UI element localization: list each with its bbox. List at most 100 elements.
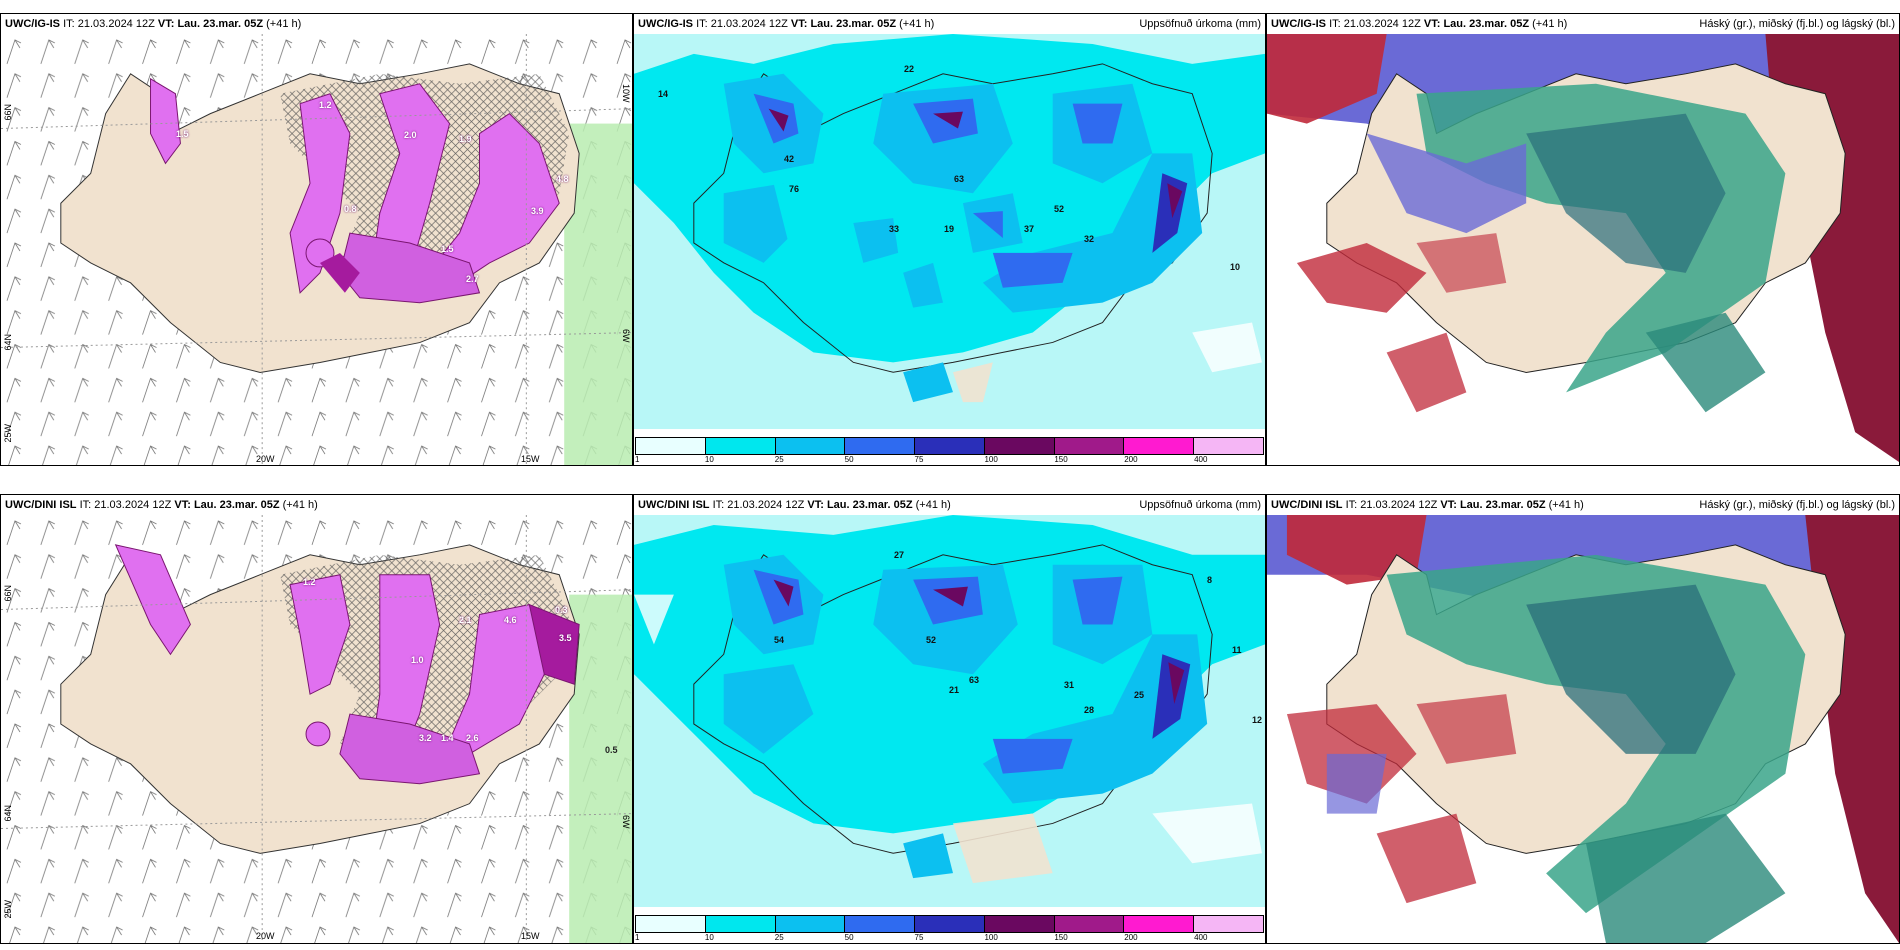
cloud-map-svg (1267, 34, 1899, 465)
legend-swatch (636, 438, 706, 454)
cloud-map (1267, 515, 1899, 943)
legend-label: 1 (635, 455, 640, 464)
lead-time: (+41 h) (1548, 499, 1584, 511)
precip-panel-bottom: UWC/DINI ISL IT: 21.03.2024 12Z VT: Lau.… (633, 494, 1266, 944)
lon-tick: 25W (3, 424, 13, 443)
snow-depth-label: 1.0 (411, 655, 424, 665)
snow-depth-label: 0.3 (555, 605, 568, 615)
precip-value: 12 (1252, 715, 1263, 725)
legend-label: 25 (774, 933, 784, 942)
precip-value: 28 (1084, 705, 1095, 715)
precip-value: 25 (1134, 690, 1145, 700)
precip-value: 52 (926, 635, 937, 645)
legend-label: 100 (984, 455, 998, 464)
legend-label: 75 (914, 455, 924, 464)
precip-map: 22 42 76 33 19 63 52 37 32 10 14 (634, 34, 1265, 429)
precip-map-svg (634, 34, 1265, 429)
precip-map: 27 54 52 21 63 31 28 25 11 12 8 (634, 515, 1265, 907)
snow-depth-label: 3.2 (419, 733, 432, 743)
precip-map-svg (634, 515, 1265, 907)
lat-tick: 64N (3, 805, 13, 822)
snow-depth-label: 1.2 (303, 577, 316, 587)
model-name: UWC/IG-IS (638, 18, 693, 30)
lon-tick: 15W (521, 454, 540, 464)
legend-swatch (1054, 916, 1125, 932)
snow-depth-label: 1.2 (319, 100, 332, 110)
snow-wind-panel-top: UWC/IG-IS IT: 21.03.2024 12Z VT: Lau. 23… (0, 13, 633, 466)
precip-value: 52 (1054, 204, 1065, 214)
precip-value: 33 (889, 224, 900, 234)
legend-swatch (775, 438, 846, 454)
legend-swatch (1124, 916, 1195, 932)
init-time: 21.03.2024 12Z (710, 18, 788, 30)
panel-header: UWC/DINI ISL IT: 21.03.2024 12Z VT: Lau.… (1267, 495, 1899, 515)
snow-depth-label: 2.0 (404, 130, 417, 140)
cloud-panel-bottom: UWC/DINI ISL IT: 21.03.2024 12Z VT: Lau.… (1266, 494, 1900, 944)
lead-time: (+41 h) (1532, 18, 1568, 30)
legend-swatch (984, 438, 1055, 454)
legend-label: 10 (704, 455, 714, 464)
model-name: UWC/IG-IS (1271, 18, 1326, 30)
legend-swatch (915, 916, 985, 932)
precip-title: Uppsöfnuð úrkoma (mm) (1139, 18, 1261, 30)
legend-swatch (1194, 438, 1264, 454)
precip-title: Uppsöfnuð úrkoma (mm) (1139, 499, 1261, 511)
precip-value: 32 (1084, 234, 1095, 244)
legend-swatch (1124, 438, 1195, 454)
snow-depth-label: 1.5 (441, 244, 454, 254)
snow-map: 1.2 2.0 1.9 0.8 1.5 2.7 3.9 4.8 1.5 (1, 34, 632, 465)
precip-value: 10 (1230, 262, 1241, 272)
valid-time: Lau. 23.mar. 05Z (1459, 499, 1546, 511)
panel-header: UWC/IG-IS IT: 21.03.2024 12Z VT: Lau. 23… (634, 14, 1265, 34)
legend-label: 50 (844, 455, 854, 464)
precip-value: 63 (954, 174, 965, 184)
snow-depth-label: 3.5 (559, 633, 572, 643)
precip-panel-top: UWC/IG-IS IT: 21.03.2024 12Z VT: Lau. 23… (633, 13, 1266, 466)
legend-label: 150 (1054, 455, 1068, 464)
legend-label: 1 (635, 933, 640, 942)
snow-depth-label: 2.6 (466, 733, 479, 743)
init-time: 21.03.2024 12Z (94, 499, 172, 511)
model-name: UWC/DINI ISL (5, 499, 77, 511)
precip-value: 42 (784, 154, 795, 164)
precip-value: 22 (904, 64, 915, 74)
valid-time: Lau. 23.mar. 05Z (177, 18, 264, 30)
init-time: 21.03.2024 12Z (727, 499, 805, 511)
legend-swatch (705, 916, 776, 932)
panel-header: UWC/IG-IS IT: 21.03.2024 12Z VT: Lau. 23… (1267, 14, 1899, 34)
legend-swatch (845, 916, 916, 932)
init-time: 21.03.2024 12Z (1360, 499, 1438, 511)
legend-label: 400 (1194, 933, 1208, 942)
snow-depth-label: 3.9 (531, 206, 544, 216)
legend-label: 100 (984, 933, 998, 942)
legend-swatch (1194, 916, 1264, 932)
precip-value: 21 (949, 685, 960, 695)
cloud-map (1267, 34, 1899, 465)
lon-tick: 6W (621, 815, 631, 829)
legend-swatch (845, 438, 916, 454)
cloud-title: Háský (gr.), miðský (fj.bl.) og lágský (… (1699, 18, 1895, 30)
legend-label: 200 (1124, 933, 1138, 942)
lon-tick: 20W (256, 931, 275, 941)
snow-depth-label: 0.8 (344, 204, 357, 214)
valid-time: Lau. 23.mar. 05Z (1443, 18, 1530, 30)
precip-legend (635, 437, 1264, 455)
precip-value: 63 (969, 675, 980, 685)
lat-tick: 66N (3, 585, 13, 602)
legend-swatch (915, 438, 985, 454)
snow-depth-label: 2.1 (459, 615, 472, 625)
snow-wind-panel-bottom: UWC/DINI ISL IT: 21.03.2024 12Z VT: Lau.… (0, 494, 633, 944)
cloud-panel-top: UWC/IG-IS IT: 21.03.2024 12Z VT: Lau. 23… (1266, 13, 1900, 466)
lead-time: (+41 h) (282, 499, 318, 511)
lead-time: (+41 h) (266, 18, 302, 30)
legend-label: 75 (914, 933, 924, 942)
precip-value: 19 (944, 224, 955, 234)
lon-tick: 25W (3, 900, 13, 919)
snow-depth-label: 1.9 (459, 134, 472, 144)
precip-legend-labels: 1 10 25 50 75 100 150 200 400 (635, 455, 1264, 465)
lon-tick: 15W (521, 931, 540, 941)
legend-label: 50 (844, 933, 854, 942)
precip-value: 31 (1064, 680, 1075, 690)
panel-header: UWC/DINI ISL IT: 21.03.2024 12Z VT: Lau.… (634, 495, 1265, 515)
panel-header: UWC/IG-IS IT: 21.03.2024 12Z VT: Lau. 23… (1, 14, 632, 34)
